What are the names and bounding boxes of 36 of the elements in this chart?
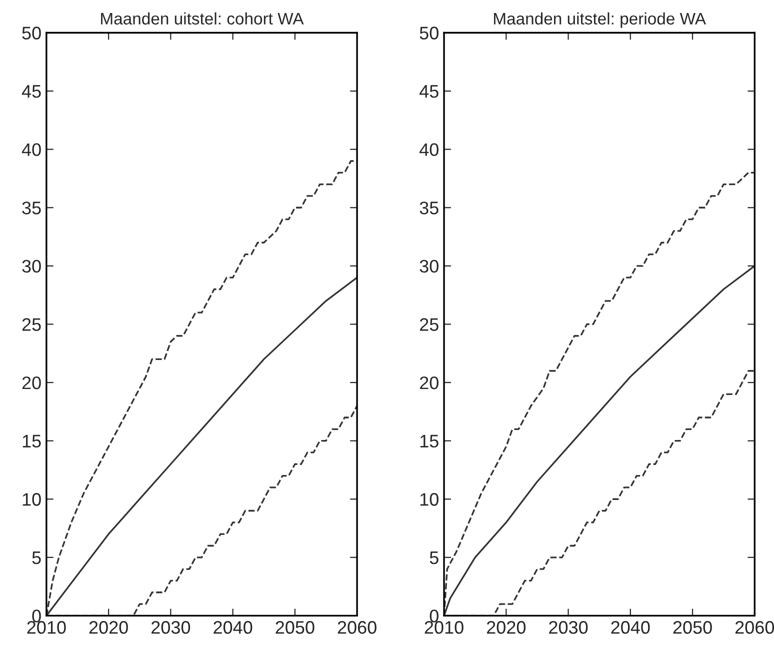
y-tick-label: 5 xyxy=(32,552,41,564)
y-tick-label: 35 xyxy=(22,202,41,214)
x-tick-label: 2020 xyxy=(89,621,128,634)
y-tick-label: 25 xyxy=(22,318,41,331)
y-tick-label: 45 xyxy=(420,85,438,98)
y-tick-label: 40 xyxy=(420,143,438,156)
x-tick-label: 2020 xyxy=(486,621,526,634)
y-tick-label: 5 xyxy=(430,552,438,564)
y-tick-label: 30 xyxy=(420,260,438,273)
y-tick-label: 20 xyxy=(22,376,41,390)
y-tick-label: 50 xyxy=(420,26,438,40)
x-tick-label: 2030 xyxy=(152,621,190,634)
x-tick-label: 2040 xyxy=(214,621,252,634)
x-tick-label: 2050 xyxy=(276,621,314,634)
y-tick-label: 15 xyxy=(420,434,438,448)
y-tick-label: 10 xyxy=(420,493,438,506)
y-tick-label: 0 xyxy=(430,610,438,622)
x-tick-label: 2010 xyxy=(424,621,464,634)
y-tick-label: 40 xyxy=(22,143,41,156)
y-tick-label: 25 xyxy=(420,318,438,331)
y-tick-label: 0 xyxy=(32,610,41,622)
y-tick-label: 20 xyxy=(420,376,438,390)
chart-title: Maanden uitstel: periode WA xyxy=(494,12,706,28)
chart-title: Maanden uitstel: cohort WA xyxy=(101,12,304,25)
x-tick-label: 2060 xyxy=(735,621,774,634)
x-tick-label: 2050 xyxy=(673,621,712,634)
x-tick-label: 2030 xyxy=(549,621,588,634)
y-tick-label: 45 xyxy=(22,85,41,98)
x-tick-label: 2010 xyxy=(27,621,66,634)
x-tick-label: 2040 xyxy=(611,621,650,634)
y-tick-label: 15 xyxy=(22,434,41,448)
y-tick-label: 35 xyxy=(420,202,438,214)
y-tick-label: 10 xyxy=(22,493,41,506)
y-tick-label: 30 xyxy=(22,260,41,273)
y-tick-label: 50 xyxy=(22,26,41,40)
x-tick-label: 2060 xyxy=(338,621,376,634)
